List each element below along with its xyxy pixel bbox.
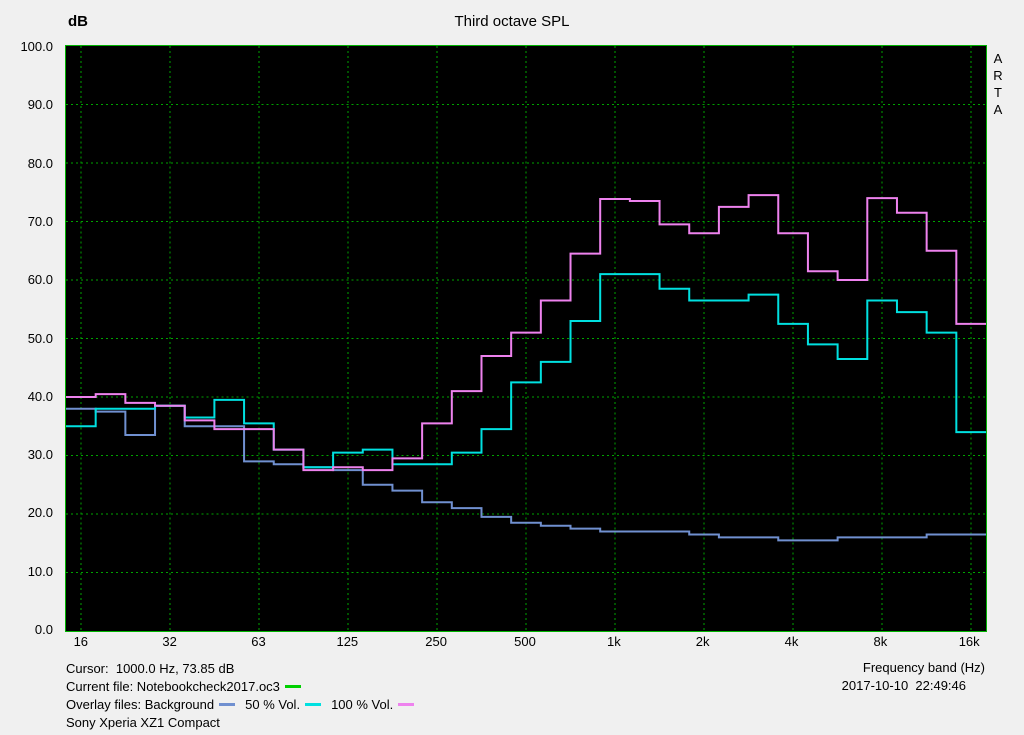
vol-100-color-marker [398, 702, 415, 706]
background-color-marker [219, 702, 236, 706]
current-file-color-marker [284, 684, 301, 688]
x-tick-label: 500 [514, 634, 536, 649]
status-footer: Cursor: 1000.0 Hz, 73.85 dB Current file… [66, 659, 415, 731]
watermark-letter: A [993, 102, 1003, 117]
current-file-row: Current file: Notebookcheck2017.oc3 [66, 677, 414, 695]
y-tick-label: 70.0 [27, 213, 53, 229]
watermark-letter: A [993, 51, 1003, 66]
y-axis-unit-label: dB [68, 13, 88, 30]
series-background-line [66, 404, 986, 542]
x-tick-label: 63 [251, 634, 266, 649]
cursor-readout: Cursor: 1000.0 Hz, 73.85 dB [66, 660, 235, 676]
cursor-readout-row: Cursor: 1000.0 Hz, 73.85 dB [66, 659, 414, 677]
x-axis: 16 32 63 125 250 500 1k 2k 4k 8k 16k [66, 634, 986, 650]
watermark-letter: R [993, 68, 1003, 83]
device-name: Sony Xperia XZ1 Compact [66, 714, 220, 730]
vol-50-color-marker [305, 702, 322, 706]
y-tick-label: 80.0 [27, 155, 53, 171]
overlay-files-row: Overlay files: Background 50 % Vol. 100 … [66, 695, 415, 713]
overlay-100-text: 100 % Vol. [331, 696, 394, 712]
chart-title: Third octave SPL [454, 13, 570, 30]
device-row: Sony Xperia XZ1 Compact [66, 713, 414, 731]
y-tick-label: 0.0 [34, 622, 53, 637]
x-tick-label: 1k [606, 634, 621, 649]
overlay-50-text: 50 % Vol. [245, 696, 301, 712]
x-tick-label: 16 [73, 634, 89, 649]
spl-step-chart [66, 46, 986, 631]
current-file-text: Current file: Notebookcheck2017.oc3 [66, 678, 280, 694]
series-50-vol-line [66, 273, 986, 469]
x-tick-label: 4k [784, 634, 799, 649]
x-axis-title: Frequency band (Hz) [862, 660, 985, 675]
watermark-letter: T [994, 85, 1002, 100]
x-tick-label: 32 [162, 634, 177, 649]
x-tick-label: 250 [425, 634, 448, 649]
plot-area[interactable] [65, 45, 987, 632]
y-tick-label: 90.0 [27, 97, 53, 113]
overlay-background-text: Overlay files: Background [66, 696, 215, 712]
series-100-vol-line [66, 194, 986, 472]
y-tick-label: 30.0 [27, 447, 53, 463]
y-tick-label: 40.0 [27, 388, 53, 404]
y-tick-label: 100.0 [20, 39, 53, 54]
x-tick-label: 125 [336, 634, 359, 649]
x-tick-label: 8k [873, 634, 888, 649]
x-tick-label: 2k [695, 634, 710, 649]
y-tick-label: 50.0 [27, 330, 53, 346]
timestamp: 2017-10-10 22:49:46 [841, 678, 966, 693]
y-axis: 0.0 10.0 20.0 30.0 40.0 50.0 60.0 70.0 80.0 90.0 1… [0, 39, 59, 637]
y-tick-label: 60.0 [27, 272, 53, 288]
y-tick-label: 20.0 [27, 505, 53, 521]
y-tick-label: 10.0 [27, 563, 53, 579]
x-tick-label: 16k [958, 634, 980, 649]
